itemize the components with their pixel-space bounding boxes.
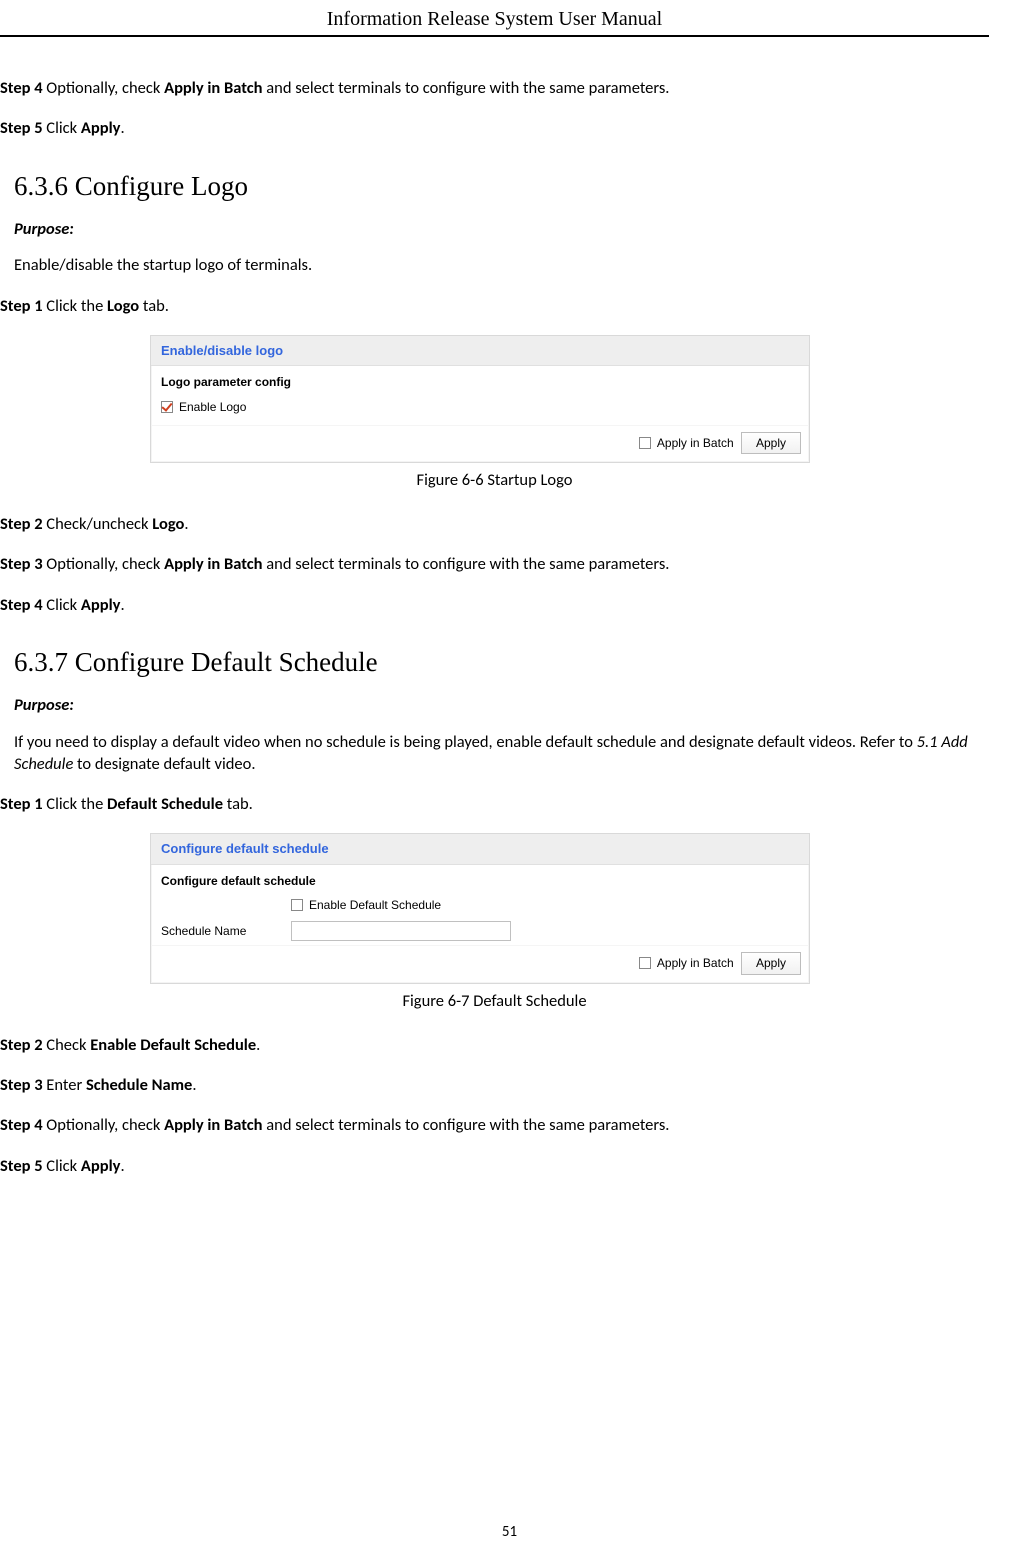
sec637-step3: Step 3 Enter Schedule Name. — [0, 1074, 989, 1096]
sec636-step4: Step 4 Click Apply. — [0, 594, 989, 616]
step-text-pre: Optionally, check — [43, 1115, 165, 1135]
purpose-label: Purpose: — [14, 694, 989, 716]
sec637-step1: Step 1 Click the Default Schedule tab. — [0, 793, 989, 815]
step-text-bold: Apply — [81, 595, 121, 615]
step-text-post: . — [184, 514, 188, 534]
schedule-name-input[interactable] — [291, 921, 511, 941]
apply-in-batch-checkbox[interactable] — [639, 957, 651, 969]
section-636-heading: 6.3.6 Configure Logo — [14, 168, 989, 204]
panel-title: Enable/disable logo — [151, 336, 809, 367]
sec637-step5: Step 5 Click Apply. — [0, 1155, 989, 1177]
step-text-bold: Logo — [152, 514, 184, 534]
step-text-pre: Click — [43, 595, 81, 615]
figure-6-7: Configure default schedule Configure def… — [150, 833, 810, 983]
step-text-bold: Apply — [81, 1156, 121, 1176]
step-text-bold: Enable Default Schedule — [90, 1035, 256, 1055]
step-text-bold: Apply in Batch — [164, 554, 262, 574]
step-text-bold: Logo — [107, 296, 139, 316]
step-text-bold: Default Schedule — [107, 794, 223, 814]
running-header: Information Release System User Manual — [0, 0, 989, 37]
sec637-step4: Step 4 Optionally, check Apply in Batch … — [0, 1114, 989, 1136]
apply-in-batch-label: Apply in Batch — [657, 956, 734, 970]
step-text-post: . — [120, 595, 124, 615]
step-label: Step 4 — [0, 1115, 43, 1135]
step-text-post: . — [120, 1156, 124, 1176]
step-text-pre: Click the — [43, 296, 107, 316]
purpose-body: If you need to display a default video w… — [14, 731, 989, 776]
enable-logo-row: Enable Logo — [151, 395, 809, 425]
purpose-label: Purpose: — [14, 218, 989, 240]
step-text-pre: Check — [43, 1035, 91, 1055]
enable-default-schedule-row: Enable Default Schedule — [151, 893, 809, 917]
enable-logo-label: Enable Logo — [179, 400, 246, 414]
section-637-heading: 6.3.7 Configure Default Schedule — [14, 644, 989, 680]
step-text-bold: Apply in Batch — [164, 1115, 262, 1135]
sec636-step3: Step 3 Optionally, check Apply in Batch … — [0, 553, 989, 575]
figure-6-7-caption: Figure 6-7 Default Schedule — [0, 990, 989, 1012]
panel-title: Configure default schedule — [151, 834, 809, 865]
page-number: 51 — [0, 1522, 1019, 1542]
step-label: Step 4 — [0, 78, 43, 98]
purpose-body-part2: to designate default video. — [73, 754, 255, 774]
step-label: Step 5 — [0, 118, 43, 138]
step-text-pre: Enter — [43, 1075, 86, 1095]
step-label: Step 4 — [0, 595, 43, 615]
apply-button[interactable]: Apply — [741, 432, 801, 454]
step-label: Step 2 — [0, 514, 43, 534]
step-text-post: and select terminals to configure with t… — [263, 1115, 670, 1135]
figure-6-6-caption: Figure 6-6 Startup Logo — [0, 469, 989, 491]
panel-subtitle: Logo parameter config — [151, 366, 809, 394]
apply-in-batch-checkbox[interactable] — [639, 437, 651, 449]
step-text-pre: Check/uncheck — [43, 514, 153, 534]
step-text-post: and select terminals to configure with t… — [263, 78, 670, 98]
step-label: Step 3 — [0, 554, 43, 574]
step-text-bold: Apply in Batch — [164, 78, 262, 98]
step-label: Step 3 — [0, 1075, 43, 1095]
figure-6-6: Enable/disable logo Logo parameter confi… — [150, 335, 810, 463]
step-text-pre: Click the — [43, 794, 107, 814]
step-text-post: . — [256, 1035, 260, 1055]
step-text-post: tab. — [223, 794, 253, 814]
step-label: Step 5 — [0, 1156, 43, 1176]
sec637-step2: Step 2 Check Enable Default Schedule. — [0, 1034, 989, 1056]
purpose-body: Enable/disable the startup logo of termi… — [14, 254, 989, 276]
step-text-bold: Schedule Name — [86, 1075, 192, 1095]
panel-footer: Apply in Batch Apply — [151, 945, 809, 982]
apply-button[interactable]: Apply — [741, 952, 801, 974]
step-text-pre: Click — [43, 118, 81, 138]
panel-subtitle: Configure default schedule — [151, 865, 809, 893]
sec636-step2: Step 2 Check/uncheck Logo. — [0, 513, 989, 535]
intro-step4: Step 4 Optionally, check Apply in Batch … — [0, 77, 989, 99]
step-label: Step 1 — [0, 794, 43, 814]
step-text-pre: Click — [43, 1156, 81, 1176]
schedule-panel: Configure default schedule Configure def… — [150, 833, 810, 983]
logo-panel: Enable/disable logo Logo parameter confi… — [150, 335, 810, 463]
enable-logo-checkbox[interactable] — [161, 401, 173, 413]
schedule-name-label: Schedule Name — [161, 923, 291, 939]
enable-default-schedule-label: Enable Default Schedule — [309, 897, 441, 913]
step-label: Step 1 — [0, 296, 43, 316]
purpose-body-part1: If you need to display a default video w… — [14, 732, 917, 752]
sec636-step1: Step 1 Click the Logo tab. — [0, 295, 989, 317]
step-text-pre: Optionally, check — [43, 78, 165, 98]
panel-footer: Apply in Batch Apply — [151, 425, 809, 462]
step-label: Step 2 — [0, 1035, 43, 1055]
step-text-post: tab. — [139, 296, 169, 316]
enable-default-schedule-checkbox[interactable] — [291, 899, 303, 911]
step-text-pre: Optionally, check — [43, 554, 165, 574]
intro-step5: Step 5 Click Apply. — [0, 117, 989, 139]
step-text-post: and select terminals to configure with t… — [263, 554, 670, 574]
step-text-post: . — [192, 1075, 196, 1095]
schedule-name-row: Schedule Name — [151, 917, 809, 945]
step-text-bold: Apply — [81, 118, 121, 138]
apply-in-batch-label: Apply in Batch — [657, 436, 734, 450]
step-text-post: . — [120, 118, 124, 138]
